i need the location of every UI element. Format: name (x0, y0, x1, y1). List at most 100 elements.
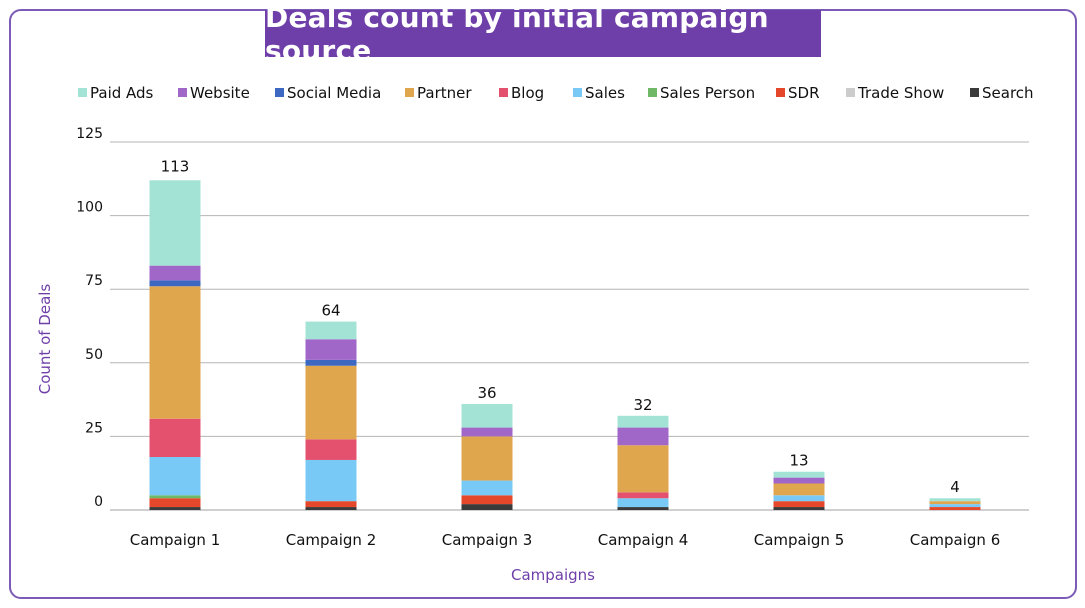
legend-item-website: Website (178, 84, 250, 102)
total-label-campaign-4: 32 (633, 396, 652, 414)
x-axis-labels: Campaign 1 Campaign 2 Campaign 3 Campaign 4… (130, 531, 1001, 549)
bar-stack-campaign-3 (461, 404, 513, 510)
legend-swatch-social-media (275, 88, 284, 97)
bar-segment-campaign-6-sales (929, 504, 981, 508)
bar-stack-campaign-4 (617, 415, 669, 510)
legend: Paid Ads Website Social Media Partner Blog Sa… (78, 84, 1034, 102)
legend-label-search: Search (982, 84, 1034, 102)
total-labels: 113 64 36 32 13 4 (161, 157, 960, 496)
legend-swatch-trade-show (846, 88, 855, 97)
bar-segment-campaign-3-search (461, 504, 513, 510)
bar-stack-campaign-1 (149, 180, 201, 510)
bar-segment-campaign-6-sdr (929, 507, 981, 510)
bar-segment-campaign-2-sales (305, 459, 357, 502)
bar-segment-campaign-2-search (305, 507, 357, 510)
bar-segment-campaign-1-sales-person (149, 495, 201, 499)
bar-segment-campaign-2-social-media (305, 359, 357, 366)
x-tick-label-campaign-4: Campaign 4 (598, 531, 689, 549)
bar-segment-campaign-1-partner (149, 286, 201, 419)
y-tick-label-75: 75 (85, 273, 103, 289)
bar-segment-campaign-3-paid-ads (461, 404, 513, 428)
legend-item-sales-person: Sales Person (648, 84, 755, 102)
y-axis-title: Count of Deals (36, 284, 54, 395)
bar-segment-campaign-1-blog (149, 418, 201, 458)
legend-label-blog: Blog (511, 84, 544, 102)
legend-swatch-sales (573, 88, 582, 97)
bar-segment-campaign-4-sales (617, 498, 669, 508)
bar-segment-campaign-6-partner (929, 501, 981, 505)
bar-segment-campaign-1-search (149, 507, 201, 510)
total-label-campaign-1: 113 (161, 157, 190, 175)
legend-label-social-media: Social Media (287, 84, 381, 102)
bar-segment-campaign-5-sdr (773, 501, 825, 508)
total-label-campaign-5: 13 (789, 452, 808, 470)
gridlines (110, 141, 1029, 511)
bar-segment-campaign-2-website (305, 339, 357, 360)
x-axis-title: Campaigns (511, 566, 595, 584)
legend-label-sdr: SDR (788, 84, 820, 102)
bar-segment-campaign-2-partner (305, 365, 357, 440)
bar-stack-campaign-6 (929, 498, 981, 510)
legend-swatch-sales-person (648, 88, 657, 97)
legend-swatch-search (970, 88, 979, 97)
legend-item-blog: Blog (499, 84, 544, 102)
bar-segment-campaign-1-paid-ads (149, 180, 201, 266)
legend-item-search: Search (970, 84, 1034, 102)
y-tick-label-125: 125 (76, 126, 103, 142)
bar-stack-campaign-2 (305, 321, 357, 510)
bar-segment-campaign-5-partner (773, 483, 825, 496)
legend-item-sales: Sales (573, 84, 625, 102)
bar-segment-campaign-3-partner (461, 436, 513, 481)
total-label-campaign-2: 64 (321, 302, 340, 320)
bar-segment-campaign-5-sales (773, 495, 825, 502)
bar-segment-campaign-2-sdr (305, 501, 357, 508)
bar-segment-campaign-2-paid-ads (305, 321, 357, 340)
x-tick-label-campaign-1: Campaign 1 (130, 531, 221, 549)
bar-segment-campaign-4-website (617, 427, 669, 446)
legend-item-social-media: Social Media (275, 84, 381, 102)
bar-stack-campaign-5 (773, 471, 825, 510)
total-label-campaign-6: 4 (950, 478, 960, 496)
bar-segment-campaign-1-sdr (149, 498, 201, 508)
x-tick-label-campaign-3: Campaign 3 (442, 531, 533, 549)
legend-item-trade-show: Trade Show (846, 84, 944, 102)
bar-segment-campaign-1-sales (149, 457, 201, 496)
bar-segment-campaign-3-sdr (461, 495, 513, 505)
bar-segment-campaign-1-social-media (149, 280, 201, 287)
legend-label-partner: Partner (417, 84, 472, 102)
bar-segment-campaign-5-search (773, 507, 825, 510)
bar-segment-campaign-5-paid-ads (773, 471, 825, 478)
y-tick-label-25: 25 (85, 420, 103, 436)
legend-swatch-sdr (776, 88, 785, 97)
legend-swatch-partner (405, 88, 414, 97)
bar-segment-campaign-5-website (773, 477, 825, 484)
legend-item-paid-ads: Paid Ads (78, 84, 154, 102)
y-tick-label-0: 0 (94, 494, 103, 510)
x-tick-label-campaign-5: Campaign 5 (754, 531, 845, 549)
legend-label-sales-person: Sales Person (660, 84, 755, 102)
legend-swatch-website (178, 88, 187, 97)
bars (149, 180, 981, 510)
x-tick-label-campaign-2: Campaign 2 (286, 531, 377, 549)
legend-swatch-paid-ads (78, 88, 87, 97)
legend-label-paid-ads: Paid Ads (90, 84, 154, 102)
bar-segment-campaign-3-sales (461, 480, 513, 496)
legend-item-sdr: SDR (776, 84, 820, 102)
total-label-campaign-3: 36 (477, 384, 496, 402)
legend-item-partner: Partner (405, 84, 472, 102)
bar-segment-campaign-4-partner (617, 445, 669, 493)
bar-segment-campaign-6-paid-ads (929, 498, 981, 502)
legend-label-website: Website (190, 84, 250, 102)
legend-swatch-blog (499, 88, 508, 97)
bar-segment-campaign-3-website (461, 427, 513, 437)
legend-label-sales: Sales (585, 84, 625, 102)
x-tick-label-campaign-6: Campaign 6 (910, 531, 1001, 549)
y-axis-ticks: 0 25 50 75 100 125 (76, 126, 103, 510)
y-tick-label-100: 100 (76, 200, 103, 216)
bar-segment-campaign-2-blog (305, 439, 357, 460)
bar-segment-campaign-4-search (617, 507, 669, 510)
bar-segment-campaign-4-blog (617, 492, 669, 499)
legend-label-trade-show: Trade Show (857, 84, 944, 102)
bar-segment-campaign-1-website (149, 265, 201, 281)
